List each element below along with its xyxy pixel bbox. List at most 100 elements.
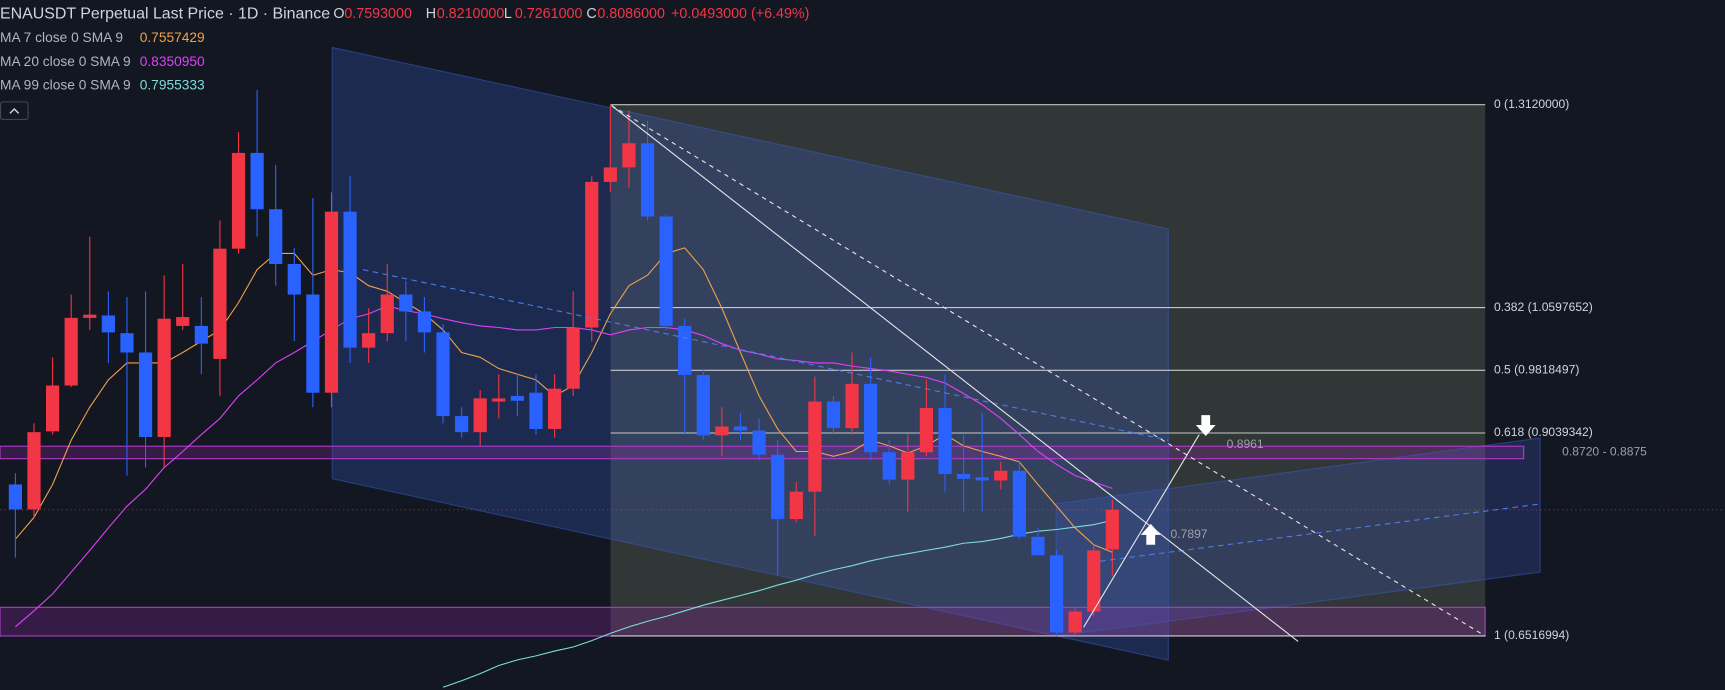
candle-body (1031, 536, 1045, 556)
candle-body (306, 294, 320, 393)
candle-body (957, 473, 971, 479)
ohlc-label: C (586, 6, 596, 22)
projection-line (1083, 434, 1200, 628)
candle-body (269, 209, 283, 264)
arrow-down (1195, 415, 1216, 437)
candle-body (510, 395, 524, 401)
candle-body (83, 314, 97, 318)
candle-body (101, 315, 115, 333)
candle-body (1087, 550, 1101, 612)
annotations: 0.8961 0.7897 (1140, 415, 1264, 545)
price-change: +0.0493000 (+6.49%) (671, 6, 809, 22)
legend-name: MA 99 close 0 SMA 9 (0, 78, 131, 93)
ohlc-value: 0.7593000 (344, 6, 412, 22)
candle-body (678, 325, 692, 376)
candle-body (919, 408, 934, 453)
fib-label: 0.618 (0.9039342) (1494, 425, 1593, 439)
candle-body (864, 383, 878, 453)
legend-value: 0.7955333 (140, 78, 205, 93)
candle-body (994, 470, 1008, 481)
ohlc: O 0.7593000 H 0.8210000 L 0.7261000 C 0.8086000… (333, 6, 809, 22)
candle-body (287, 263, 301, 295)
candle-body (399, 294, 413, 312)
fib-levels: 0 (1.3120000) 0.382 (1.0597652) 0.5 (0.981… (610, 97, 1593, 642)
candle-body (250, 152, 264, 210)
candle-body (362, 333, 376, 348)
candle-body (882, 452, 896, 480)
candle-body (1105, 509, 1119, 550)
symbol-title: ENAUSDT Perpetual Last Price · 1D · Bina… (0, 6, 330, 23)
candle-body (771, 454, 785, 520)
candle-body (1049, 555, 1064, 633)
fib-label: 0 (1.3120000) (1494, 97, 1569, 111)
ohlc-label: L (504, 6, 512, 22)
candle-body (473, 398, 487, 433)
candle-body (380, 294, 394, 334)
candle-body (640, 143, 655, 217)
candle-body (213, 248, 227, 359)
candle-body (585, 181, 599, 328)
fib-label: 0.5 (0.9818497) (1494, 363, 1579, 377)
candle-body (1068, 611, 1082, 633)
candle-body (566, 327, 580, 389)
trend-line (611, 105, 1486, 637)
zone-label: 0.8720 - 0.8875 (1562, 445, 1647, 459)
candle-body (45, 385, 60, 432)
channel-midline (362, 269, 1169, 441)
ohlc-value: 0.8210000 (437, 6, 505, 22)
candle-body (752, 430, 766, 455)
candle-body (194, 325, 208, 344)
legend-name: MA 20 close 0 SMA 9 (0, 54, 131, 69)
legend-name: MA 7 close 0 SMA 9 (0, 30, 123, 45)
fib-label: 0.382 (1.0597652) (1494, 300, 1593, 314)
ohlc-value: 0.7261000 (515, 6, 583, 22)
candle-body (8, 484, 23, 510)
candle-body (603, 167, 617, 182)
ohlc-label: H (426, 6, 436, 22)
candle-body (417, 311, 432, 333)
candle-body (436, 332, 450, 417)
fib-label: 1 (0.6516994) (1494, 628, 1569, 642)
candle-body (324, 211, 339, 393)
candles (0, 90, 1725, 636)
candle-body (455, 416, 469, 433)
candle-body (547, 388, 562, 429)
candle-body (789, 491, 803, 520)
candle-body (826, 401, 841, 429)
legend-value: 0.8350950 (140, 54, 205, 69)
candle-body (492, 398, 506, 402)
candle-body (27, 432, 41, 510)
candle-body (529, 392, 543, 429)
legend-value: 0.7557429 (140, 30, 205, 45)
candle-body (715, 426, 729, 436)
ma-line (442, 519, 1113, 688)
ma-line (15, 305, 1113, 628)
candle-body (138, 352, 153, 437)
arrow-up (1140, 523, 1161, 545)
candle-body (64, 317, 78, 386)
channel-midline (1100, 503, 1541, 562)
ohlc-label: O (333, 6, 344, 22)
legend: ENAUSDT Perpetual Last Price · 1D · Bina… (0, 6, 809, 121)
candle-body (231, 152, 246, 249)
collapse-button[interactable] (0, 101, 29, 121)
candle-body (845, 383, 859, 429)
candle-body (1012, 470, 1026, 537)
drawings-front (362, 105, 1541, 642)
ma-legend: MA 7 close 0 SMA 9 0.7557429 MA 20 close 0… (0, 30, 205, 92)
price-zone (0, 606, 1486, 637)
candle-body (157, 318, 171, 437)
annotation-label: 0.8961 (1227, 437, 1264, 451)
candle-body (901, 452, 915, 480)
candle-body (733, 426, 748, 431)
candle-body (975, 477, 989, 481)
candle-body (696, 375, 710, 436)
chevron-icon (9, 108, 20, 114)
ohlc-value: 0.8086000 (597, 6, 665, 22)
annotation-label: 0.7897 (1171, 527, 1208, 541)
candle-body (808, 401, 822, 492)
candle-body (622, 143, 636, 168)
trend-line (611, 105, 1299, 642)
